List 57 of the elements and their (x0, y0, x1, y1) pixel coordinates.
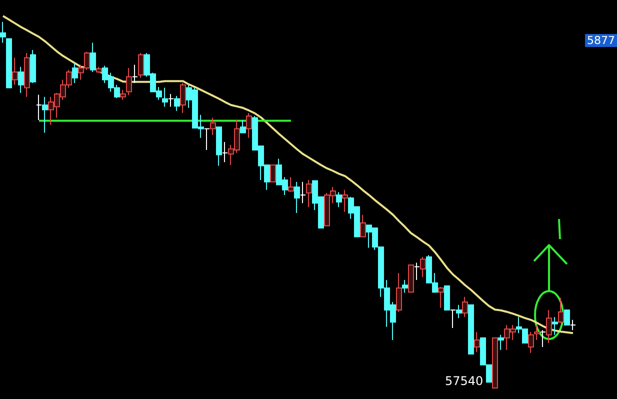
candlestick (168, 93, 174, 108)
candlestick (456, 304, 462, 319)
candlestick (336, 192, 342, 208)
candlestick (414, 262, 420, 280)
candlestick (528, 331, 534, 354)
candlestick (246, 112, 252, 138)
candlestick (288, 176, 294, 192)
candlestick (540, 330, 546, 348)
candlestick (498, 334, 504, 350)
candlestick (0, 21, 6, 44)
candlestick (546, 310, 552, 344)
candlestick (42, 96, 48, 134)
candlestick (18, 66, 24, 94)
candlestick (360, 214, 366, 238)
candlestick (36, 94, 42, 120)
candlestick (6, 38, 12, 88)
candlestick (492, 337, 498, 388)
candlestick (474, 331, 480, 353)
candlestick (12, 57, 18, 86)
candlestick (96, 66, 102, 74)
candlestick (126, 67, 132, 96)
candlestick (30, 50, 36, 84)
candlestick (570, 319, 576, 331)
candlestick (300, 181, 306, 204)
candlestick (462, 296, 468, 318)
annotation: 57540 (445, 374, 484, 388)
candlestick (162, 87, 168, 108)
candlestick (534, 324, 540, 341)
candlestick (450, 310, 456, 328)
candlestick (216, 126, 222, 166)
candlestick (120, 89, 126, 100)
candlestick (396, 272, 402, 312)
candlestick (420, 256, 426, 278)
candlestick (564, 310, 570, 326)
candlestick (222, 141, 228, 163)
candlestick (438, 286, 444, 308)
candlestick (306, 180, 312, 208)
candlestick (72, 62, 78, 84)
candlestick (408, 264, 414, 293)
candlestick (240, 119, 246, 134)
candlestick (402, 279, 408, 294)
candlestick (342, 189, 348, 212)
candlestick (210, 117, 216, 136)
candlestick (24, 52, 30, 98)
candlestick (294, 181, 300, 214)
candlestick (180, 82, 186, 114)
candlestick (468, 304, 474, 354)
text: 5877 (585, 34, 617, 47)
candlestick (138, 52, 144, 78)
candlestick (444, 285, 450, 311)
candlestick (552, 316, 558, 336)
candlestick (558, 297, 564, 324)
candlestick (174, 95, 180, 112)
candlestick (132, 64, 138, 84)
candlestick (204, 128, 210, 151)
candlestick (270, 164, 276, 182)
candlestick (90, 42, 96, 73)
